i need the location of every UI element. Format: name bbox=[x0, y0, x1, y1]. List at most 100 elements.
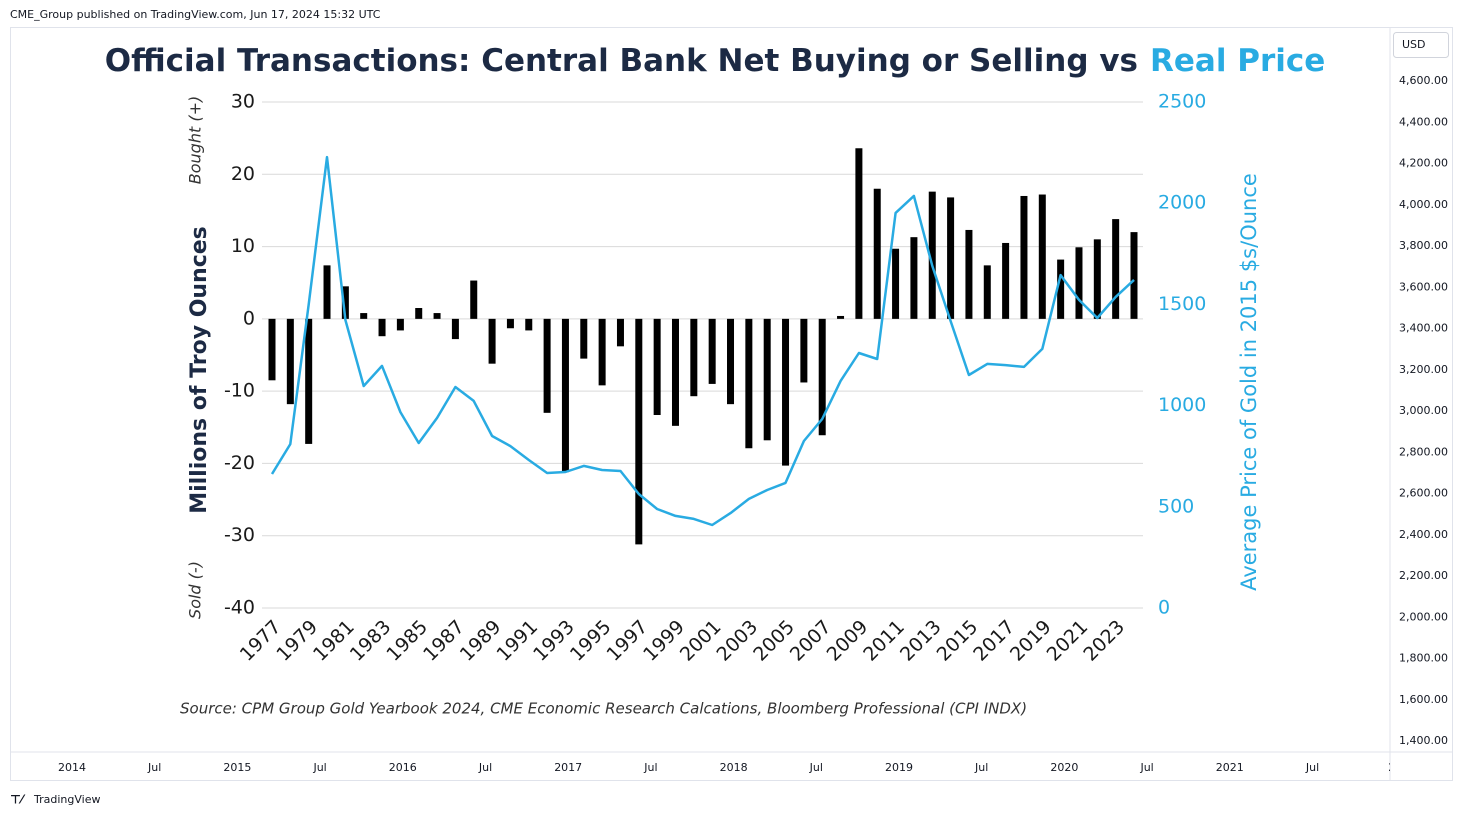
bar bbox=[543, 318, 551, 413]
bar bbox=[415, 308, 423, 319]
bar bbox=[433, 313, 441, 319]
chart-title: Official Transactions: Central Bank Net … bbox=[105, 43, 1326, 79]
time-axis-label: Jul bbox=[809, 761, 823, 774]
bar bbox=[525, 318, 533, 331]
y2-tick-label: 500 bbox=[1158, 495, 1194, 517]
bar bbox=[341, 286, 349, 319]
bar bbox=[378, 318, 386, 337]
bar bbox=[965, 229, 973, 319]
y2-axis-label: Average Price of Gold in 2015 $s/Ounce bbox=[1237, 173, 1261, 591]
y-tick-label: -20 bbox=[224, 452, 255, 474]
bar bbox=[1038, 194, 1046, 319]
bar bbox=[983, 265, 991, 319]
y-tick-label: 20 bbox=[231, 163, 255, 185]
bar bbox=[745, 318, 753, 449]
bar bbox=[800, 318, 808, 383]
y2-tick-label: 0 bbox=[1158, 597, 1170, 619]
price-axis-label: 1,600.00 bbox=[1399, 693, 1448, 706]
bar bbox=[580, 318, 588, 359]
y2-tick-label: 2000 bbox=[1158, 192, 1206, 214]
price-axis-label: 2,600.00 bbox=[1399, 487, 1448, 500]
bar bbox=[892, 248, 900, 319]
bar bbox=[616, 318, 624, 347]
bar bbox=[855, 148, 863, 319]
bar bbox=[653, 318, 661, 415]
time-axis-label: 2019 bbox=[885, 761, 913, 774]
bar bbox=[763, 318, 771, 441]
bar bbox=[360, 313, 368, 319]
bar bbox=[1020, 195, 1028, 319]
price-axis-label: 3,600.00 bbox=[1399, 280, 1448, 293]
price-axis-label: 1,800.00 bbox=[1399, 652, 1448, 665]
bar bbox=[1057, 259, 1065, 319]
chart-frame bbox=[10, 27, 1453, 781]
bar bbox=[690, 318, 698, 397]
price-axis-label: 3,200.00 bbox=[1399, 363, 1448, 376]
publish-info: CME_Group published on TradingView.com, … bbox=[10, 8, 381, 21]
time-axis-label: 2017 bbox=[554, 761, 582, 774]
y2-tick-label: 2500 bbox=[1158, 91, 1206, 113]
time-axis-label: Jul bbox=[1139, 761, 1153, 774]
price-axis-label: 3,400.00 bbox=[1399, 322, 1448, 335]
time-axis-label: Jul bbox=[312, 761, 326, 774]
time-axis-label: 2020 bbox=[1050, 761, 1078, 774]
source-note: Source: CPM Group Gold Yearbook 2024, CM… bbox=[180, 700, 1027, 718]
y-tick-label: 30 bbox=[231, 91, 255, 113]
time-axis-label: 20 bbox=[1388, 761, 1402, 774]
price-line bbox=[270, 155, 1135, 527]
bar bbox=[910, 237, 918, 319]
sold-label: Sold (-) bbox=[186, 561, 205, 619]
bar bbox=[506, 318, 514, 329]
time-axis-label: 2014 bbox=[58, 761, 86, 774]
bar bbox=[947, 197, 955, 319]
time-axis-label: 2021 bbox=[1216, 761, 1244, 774]
y2-tick-label: 1500 bbox=[1158, 293, 1206, 315]
bar bbox=[470, 280, 478, 319]
price-axis-label: 2,000.00 bbox=[1399, 610, 1448, 623]
y2-tick-label: 1000 bbox=[1158, 394, 1206, 416]
bar bbox=[1112, 219, 1120, 319]
bar bbox=[488, 318, 496, 364]
price-axis-label: 4,000.00 bbox=[1399, 198, 1448, 211]
y-tick-label: -30 bbox=[224, 524, 255, 546]
time-axis-label: Jul bbox=[478, 761, 492, 774]
time-axis-label: 2016 bbox=[389, 761, 417, 774]
bar bbox=[451, 318, 459, 340]
time-axis-label: 2015 bbox=[223, 761, 251, 774]
y-tick-label: 10 bbox=[231, 235, 255, 257]
price-axis-label: 4,400.00 bbox=[1399, 115, 1448, 128]
time-axis-label: Jul bbox=[643, 761, 657, 774]
bar bbox=[928, 191, 936, 319]
bar bbox=[1002, 242, 1010, 319]
currency-button[interactable] bbox=[1393, 32, 1449, 58]
title-main: Official Transactions: Central Bank Net … bbox=[105, 43, 1138, 79]
currency-label[interactable]: USD bbox=[1402, 38, 1426, 51]
brand: TradingView bbox=[33, 793, 100, 806]
logo: ⊤⁄ bbox=[10, 793, 26, 807]
bar bbox=[1130, 232, 1138, 319]
bar bbox=[818, 318, 826, 436]
time-axis-label: Jul bbox=[974, 761, 988, 774]
time-axis: 2014 Jul 2015 Jul 2016 Jul 2017 Jul 2018 Jul 2019 J… bbox=[58, 761, 1402, 774]
bar bbox=[598, 318, 606, 386]
title-highlight: Real Price bbox=[1150, 43, 1325, 79]
bar bbox=[323, 265, 331, 319]
price-axis-label: 4,600.00 bbox=[1399, 74, 1448, 87]
bar bbox=[727, 318, 735, 405]
bar bbox=[837, 315, 845, 319]
bar bbox=[305, 318, 313, 444]
price-axis-label: 3,000.00 bbox=[1399, 404, 1448, 417]
bar bbox=[1093, 239, 1101, 319]
y-tick-label: 0 bbox=[243, 307, 255, 329]
price-axis-label: 2,400.00 bbox=[1399, 528, 1448, 541]
time-axis-label: 2018 bbox=[720, 761, 748, 774]
time-axis-label: Jul bbox=[147, 761, 161, 774]
bar bbox=[286, 318, 294, 405]
bar bbox=[873, 188, 881, 319]
price-axis-label: 2,800.00 bbox=[1399, 445, 1448, 458]
bar bbox=[671, 318, 679, 426]
bar bbox=[561, 318, 569, 473]
y-tick-label: -40 bbox=[224, 597, 255, 619]
